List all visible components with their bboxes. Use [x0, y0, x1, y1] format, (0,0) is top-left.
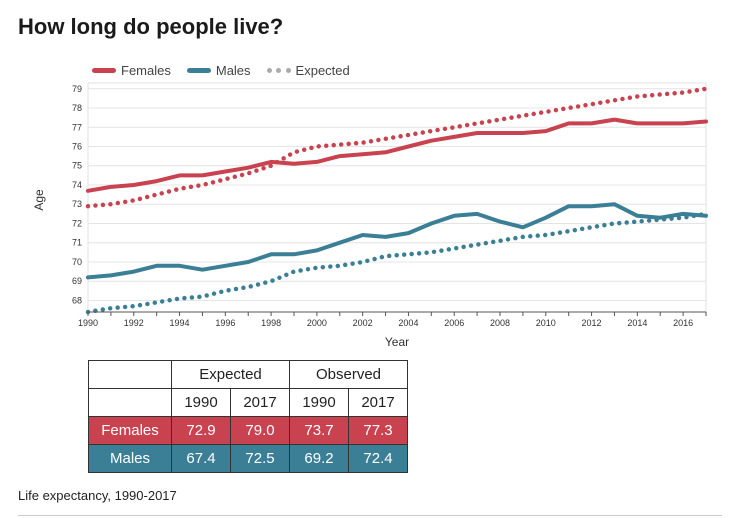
y-tick-label: 68 [72, 295, 82, 305]
legend-label-females: Females [121, 63, 171, 78]
legend-item-females[interactable]: Females [92, 63, 171, 78]
table-group-observed: Observed [289, 360, 408, 389]
table-year-header: 2017 [348, 388, 408, 417]
chart-legend: Females Males Expected [92, 63, 366, 78]
legend-item-expected[interactable]: Expected [266, 63, 350, 78]
table-row-label: Males [88, 444, 172, 473]
table-row-label: Females [88, 416, 172, 445]
series-line-females-solid-c8434f [86, 117, 708, 193]
x-tick-label: 1996 [215, 318, 235, 328]
chart-gridlines [87, 82, 707, 313]
y-tick-label: 79 [72, 84, 82, 94]
table-cell: 73.7 [289, 416, 349, 445]
y-tick-label: 72 [72, 218, 82, 228]
legend-swatch-expected [266, 68, 291, 73]
y-tick-label: 71 [72, 238, 82, 248]
chart-series [85, 86, 709, 315]
plot-frame [87, 82, 707, 313]
x-tick-label: 2004 [398, 318, 418, 328]
table-cell: 72.5 [230, 444, 290, 473]
table-header-row: Expected Observed [88, 360, 408, 389]
table-cell: 77.3 [348, 416, 408, 445]
table-year-header: 1990 [289, 388, 349, 417]
table-row-females: Females 72.9 79.0 73.7 77.3 [88, 416, 408, 445]
table-corner-cell [88, 360, 172, 389]
x-tick-label: 2014 [627, 318, 647, 328]
y-axis-label: Age [32, 189, 46, 211]
table-year-header: 2017 [230, 388, 290, 417]
table-cell: 72.4 [348, 444, 408, 473]
y-tick-label: 69 [72, 276, 82, 286]
series-line-males-solid-3b7f96 [86, 202, 708, 280]
x-axis-label: Year [385, 335, 409, 349]
chart-caption: Life expectancy, 1990-2017 [18, 488, 177, 503]
table-year-corner [88, 388, 172, 417]
life-expectancy-table: Expected Observed 1990 2017 1990 2017 Fe… [88, 360, 408, 473]
y-tick-label: 75 [72, 161, 82, 171]
x-tick-label: 1990 [78, 318, 98, 328]
x-tick-label: 1998 [261, 318, 281, 328]
legend-swatch-males [186, 68, 211, 73]
table-group-expected: Expected [171, 360, 290, 389]
table-year-row: 1990 2017 1990 2017 [88, 388, 408, 417]
x-tick-label: 2012 [582, 318, 602, 328]
y-tick-label: 73 [72, 199, 82, 209]
x-tick-label: 2002 [353, 318, 373, 328]
table-cell: 79.0 [230, 416, 290, 445]
x-tick-label: 2006 [444, 318, 464, 328]
y-tick-label: 77 [72, 122, 82, 132]
y-tick-label: 78 [72, 103, 82, 113]
chart-axes: 68 69 70 71 72 73 74 75 76 77 78 79 1990 1992 1994 1996… [72, 84, 707, 328]
series-line-expected-dotted-c8434f [85, 86, 709, 209]
x-tick-label: 2016 [673, 318, 693, 328]
table-cell: 72.9 [171, 416, 231, 445]
table-year-header: 1990 [171, 388, 231, 417]
series-line-expected-dotted-3b7f96 [85, 211, 709, 315]
legend-label-expected: Expected [295, 63, 350, 78]
y-tick-label: 70 [72, 257, 82, 267]
x-tick-label: 2008 [490, 318, 510, 328]
x-tick-label: 1994 [170, 318, 190, 328]
legend-label-males: Males [215, 63, 251, 78]
life-expectancy-chart: 68 69 70 71 72 73 74 75 76 77 78 79 1990 1992 1994 1996… [32, 82, 709, 349]
y-tick-label: 74 [72, 180, 82, 190]
x-tick-label: 2000 [307, 318, 327, 328]
x-tick-label: 1992 [124, 318, 144, 328]
bottom-divider [18, 515, 722, 516]
y-tick-label: 76 [72, 142, 82, 152]
table-row-males: Males 67.4 72.5 69.2 72.4 [88, 444, 408, 473]
table-cell: 69.2 [289, 444, 349, 473]
legend-item-males[interactable]: Males [186, 63, 251, 78]
table-cell: 67.4 [171, 444, 231, 473]
x-tick-label: 2010 [536, 318, 556, 328]
page-title: How long do people live? [18, 14, 284, 39]
legend-swatch-females [92, 68, 116, 73]
